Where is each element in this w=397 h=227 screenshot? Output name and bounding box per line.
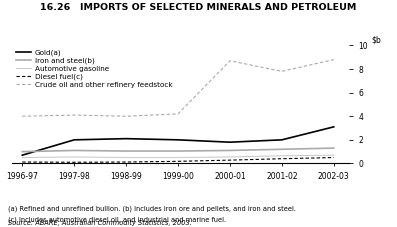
Text: Source: ABARE, Australian Commodity Statistics, 2003.: Source: ABARE, Australian Commodity Stat… <box>8 220 192 226</box>
Text: 16.26   IMPORTS OF SELECTED MINERALS AND PETROLEUM: 16.26 IMPORTS OF SELECTED MINERALS AND P… <box>40 3 357 12</box>
Text: $b: $b <box>371 35 381 44</box>
Legend: Gold(a), Iron and steel(b), Automotive gasoline, Diesel fuel(c), Crude oil and o: Gold(a), Iron and steel(b), Automotive g… <box>15 49 173 88</box>
Text: (c) Includes automotive diesel oil, and industrial and marine fuel.: (c) Includes automotive diesel oil, and … <box>8 216 226 223</box>
Text: (a) Refined and unrefined bullion. (b) Includes iron ore and pellets, and iron a: (a) Refined and unrefined bullion. (b) I… <box>8 205 296 212</box>
